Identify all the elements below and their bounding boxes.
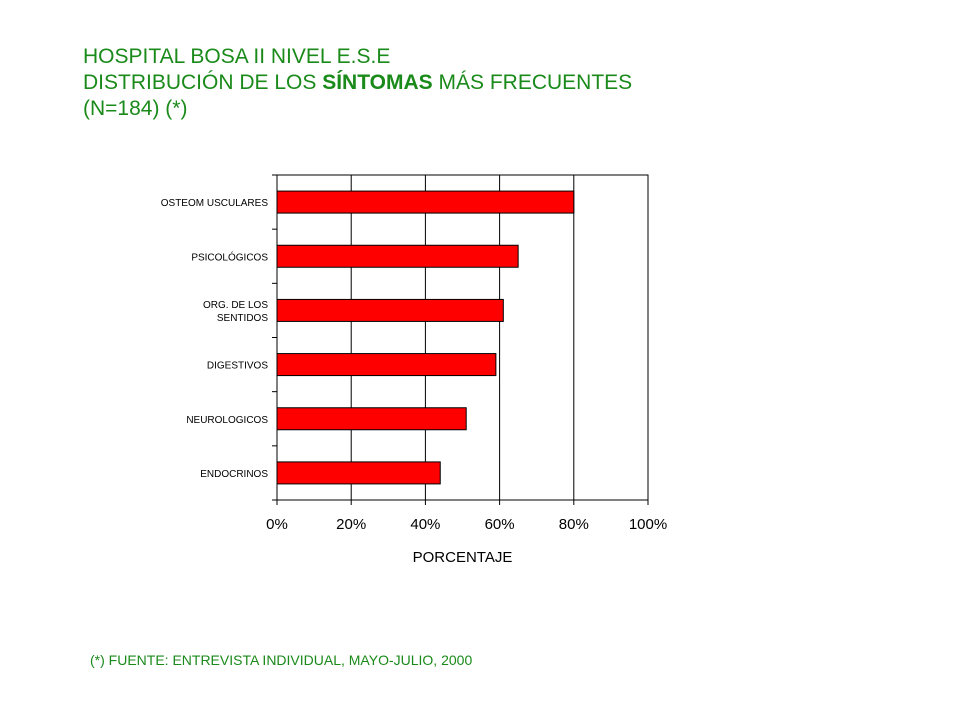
y-tick-label-0: OSTEOM USCULARES: [161, 198, 269, 209]
bar-1: [276, 244, 519, 268]
y-tick-label-3: DIGESTIVOS: [207, 361, 268, 372]
title-line-3: (N=184) (*): [83, 97, 188, 120]
bar-3: [276, 353, 497, 377]
plot-area-border: [276, 174, 649, 501]
x-tick-label-4: 80%: [559, 516, 589, 533]
x-tick-label-1: 20%: [336, 516, 366, 533]
x-tick-label-5: 100%: [629, 516, 667, 533]
y-tick-label-2-line-1: SENTIDOS: [217, 313, 268, 324]
source-footnote: (*) FUENTE: ENTREVISTA INDIVIDUAL, MAYO-…: [90, 652, 473, 668]
y-tick-label-1: PSICOLÓGICOS: [191, 250, 268, 263]
title-line-2-prefix: DISTRIBUCIÓN DE LOS: [83, 71, 323, 94]
bar-2: [276, 298, 504, 322]
title-line-2: DISTRIBUCIÓN DE LOS SÍNTOMAS MÁS FRECUEN…: [83, 70, 632, 96]
bar-4: [276, 407, 467, 431]
x-tick-label-0: 0%: [266, 516, 288, 533]
chart-title-block: HOSPITAL BOSA II NIVEL E.S.E DISTRIBUCIÓ…: [83, 44, 632, 122]
y-tick-label-4: NEUROLOGICOS: [186, 415, 268, 426]
y-tick-label-5: ENDOCRINOS: [200, 469, 268, 480]
bar-0: [276, 190, 575, 214]
title-line-1: HOSPITAL BOSA II NIVEL E.S.E: [83, 45, 391, 68]
y-tick-label-2-line-0: ORG. DE LOS: [203, 300, 268, 311]
x-axis-title: PORCENTAJE: [413, 549, 513, 566]
x-tick-label-3: 60%: [485, 516, 515, 533]
title-line-2-bold: SÍNTOMAS: [322, 71, 433, 94]
bar-5: [276, 461, 441, 485]
title-line-2-suffix: MÁS FRECUENTES: [432, 71, 633, 94]
x-tick-label-2: 40%: [410, 516, 440, 533]
